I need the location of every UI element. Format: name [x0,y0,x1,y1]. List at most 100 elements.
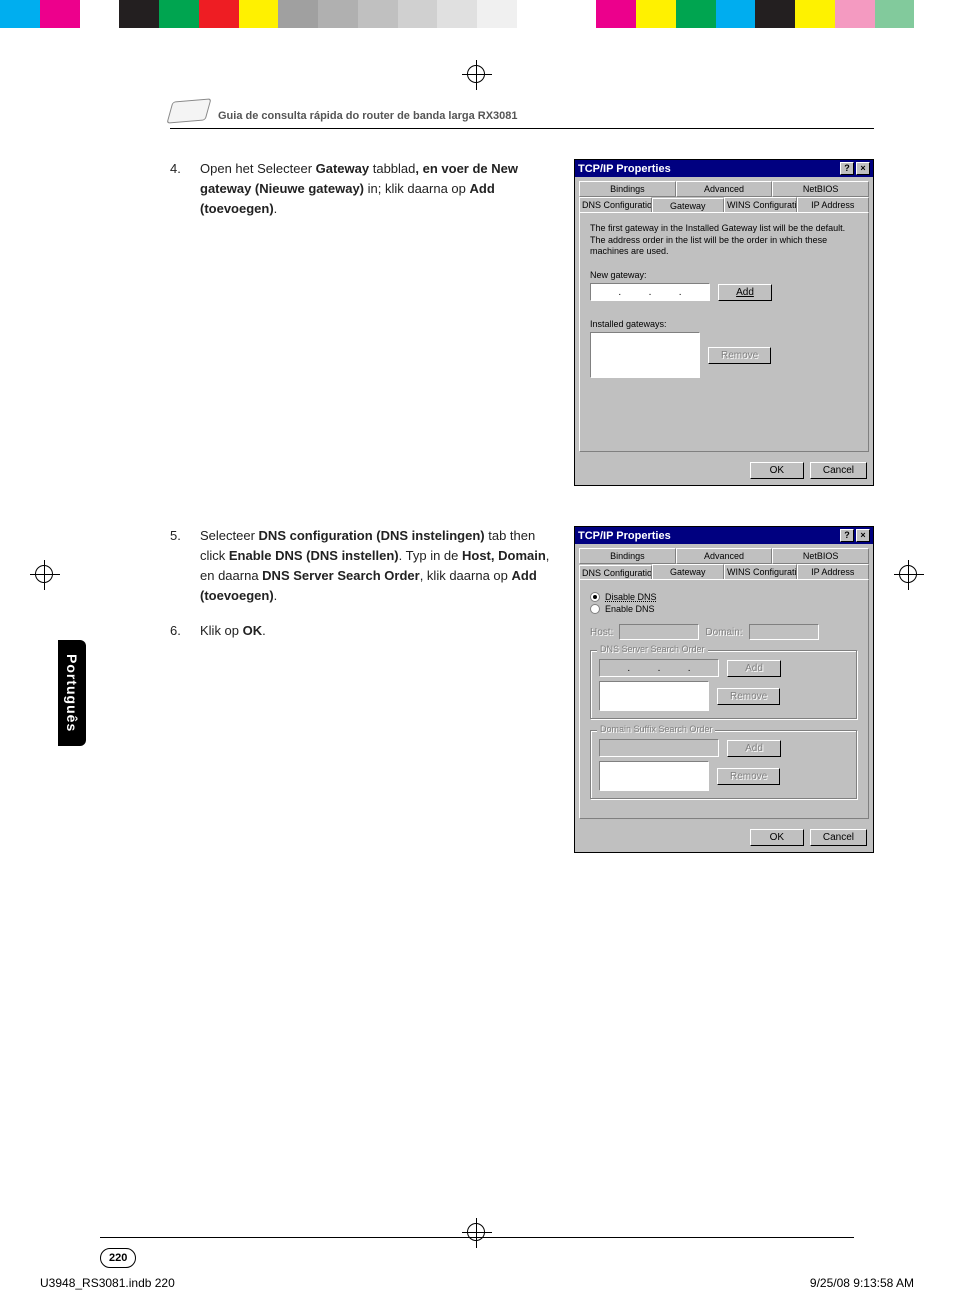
tcpip-dialog-dns: TCP/IP Properties ? × Bindings Advanced … [574,526,874,853]
tab-netbios[interactable]: NetBIOS [772,548,869,564]
tab-gateway[interactable]: Gateway [652,564,725,579]
btn-label: Add [736,287,754,298]
gateway-info-text: The first gateway in the Installed Gatew… [590,223,858,258]
domain-label: Domain: [705,627,742,638]
dialog-title: TCP/IP Properties [578,163,671,175]
t: . [274,201,278,216]
page-number: 220 [100,1248,136,1268]
help-button[interactable]: ? [840,529,854,542]
t: Gateway [316,161,369,176]
registration-mark-icon [462,60,492,90]
add-button[interactable]: Add [727,740,781,757]
remove-button[interactable]: Remove [708,347,771,364]
tabs-back-row: Bindings Advanced NetBIOS [575,177,873,197]
color-swatch [477,0,517,28]
color-swatch [278,0,318,28]
t: . Typ in de [399,548,462,563]
radio-icon [590,592,600,602]
tab-advanced[interactable]: Advanced [676,548,773,564]
tab-bindings[interactable]: Bindings [579,548,676,564]
color-swatch [875,0,915,28]
host-input[interactable] [619,624,699,640]
page-header: Guia de consulta rápida do router de ban… [170,100,874,129]
new-gateway-input[interactable]: ... [590,283,710,301]
dns-ip-input[interactable]: ... [599,659,719,677]
tab-wins[interactable]: WINS Configuration [724,564,797,579]
color-swatch [159,0,199,28]
t: Host, Domain [462,548,546,563]
radio-label: Disable DNS [605,592,657,602]
color-swatch [517,0,557,28]
tab-gateway[interactable]: Gateway [652,198,725,213]
color-swatch [358,0,398,28]
tab-ip[interactable]: IP Address [797,564,870,579]
dialog-titlebar: TCP/IP Properties ? × [575,527,873,544]
t: in; klik daarna op [364,181,470,196]
color-swatch [199,0,239,28]
close-button[interactable]: × [856,162,870,175]
add-button[interactable]: Add [727,660,781,677]
cancel-button[interactable]: Cancel [810,829,867,846]
registration-mark-icon [30,560,60,590]
color-swatch [398,0,438,28]
step-text: Klik op OK. [200,621,266,641]
new-gateway-label: New gateway: [590,270,858,280]
t: tabblad [369,161,415,176]
dialog-footer: OK Cancel [575,456,873,485]
color-swatch [676,0,716,28]
suffix-label: Domain Suffix Search Order [597,724,715,734]
t: OK [243,623,263,638]
dns-list[interactable] [599,681,709,711]
color-swatch [0,0,40,28]
close-button[interactable]: × [856,529,870,542]
t: Klik op [200,623,243,638]
color-swatch [914,0,954,28]
step-6: 6. Klik op OK. [170,621,554,641]
step-text: Open het Selecteer Gateway tabblad, en v… [200,159,554,219]
tab-advanced[interactable]: Advanced [676,181,773,197]
add-button[interactable]: Add [718,284,772,301]
color-bar [0,0,954,28]
suffix-list[interactable] [599,761,709,791]
color-swatch [596,0,636,28]
tab-netbios[interactable]: NetBIOS [772,181,869,197]
dialog-titlebar: TCP/IP Properties ? × [575,160,873,177]
remove-button[interactable]: Remove [717,768,780,785]
disable-dns-radio[interactable]: Disable DNS [590,592,858,602]
page-content: Guia de consulta rápida do router de ban… [80,100,874,1208]
enable-dns-radio[interactable]: Enable DNS [590,604,858,614]
dialog-body: Disable DNS Enable DNS Host: Domain: DNS… [579,579,869,819]
dialog-title: TCP/IP Properties [578,530,671,542]
t: Open het Selecteer [200,161,316,176]
cancel-button[interactable]: Cancel [810,462,867,479]
tabs-back-row: Bindings Advanced NetBIOS [575,544,873,564]
color-swatch [239,0,279,28]
tab-bindings[interactable]: Bindings [579,181,676,197]
ok-button[interactable]: OK [750,462,804,479]
registration-mark-icon [894,560,924,590]
domain-input[interactable] [749,624,819,640]
t: . [274,588,278,603]
remove-button[interactable]: Remove [717,688,780,705]
tab-dns[interactable]: DNS Configuration [579,197,652,212]
t: , en voer de [415,161,491,176]
color-swatch [716,0,756,28]
radio-icon [590,604,600,614]
ok-button[interactable]: OK [750,829,804,846]
tab-dns[interactable]: DNS Configuration [579,565,652,580]
installed-gateways-list[interactable] [590,332,700,378]
step-number: 5. [170,526,186,607]
color-swatch [437,0,477,28]
color-swatch [636,0,676,28]
tabs-front-row: DNS Configuration Gateway WINS Configura… [575,564,873,579]
color-swatch [80,0,120,28]
help-button[interactable]: ? [840,162,854,175]
footer-rule [100,1237,854,1238]
t: DNS configuration (DNS instelingen) [259,528,485,543]
color-swatch [755,0,795,28]
tab-wins[interactable]: WINS Configuration [724,197,797,212]
suffix-input[interactable] [599,739,719,757]
dialog-footer: OK Cancel [575,823,873,852]
tab-ip[interactable]: IP Address [797,197,870,212]
tabs-front-row: DNS Configuration Gateway WINS Configura… [575,197,873,212]
